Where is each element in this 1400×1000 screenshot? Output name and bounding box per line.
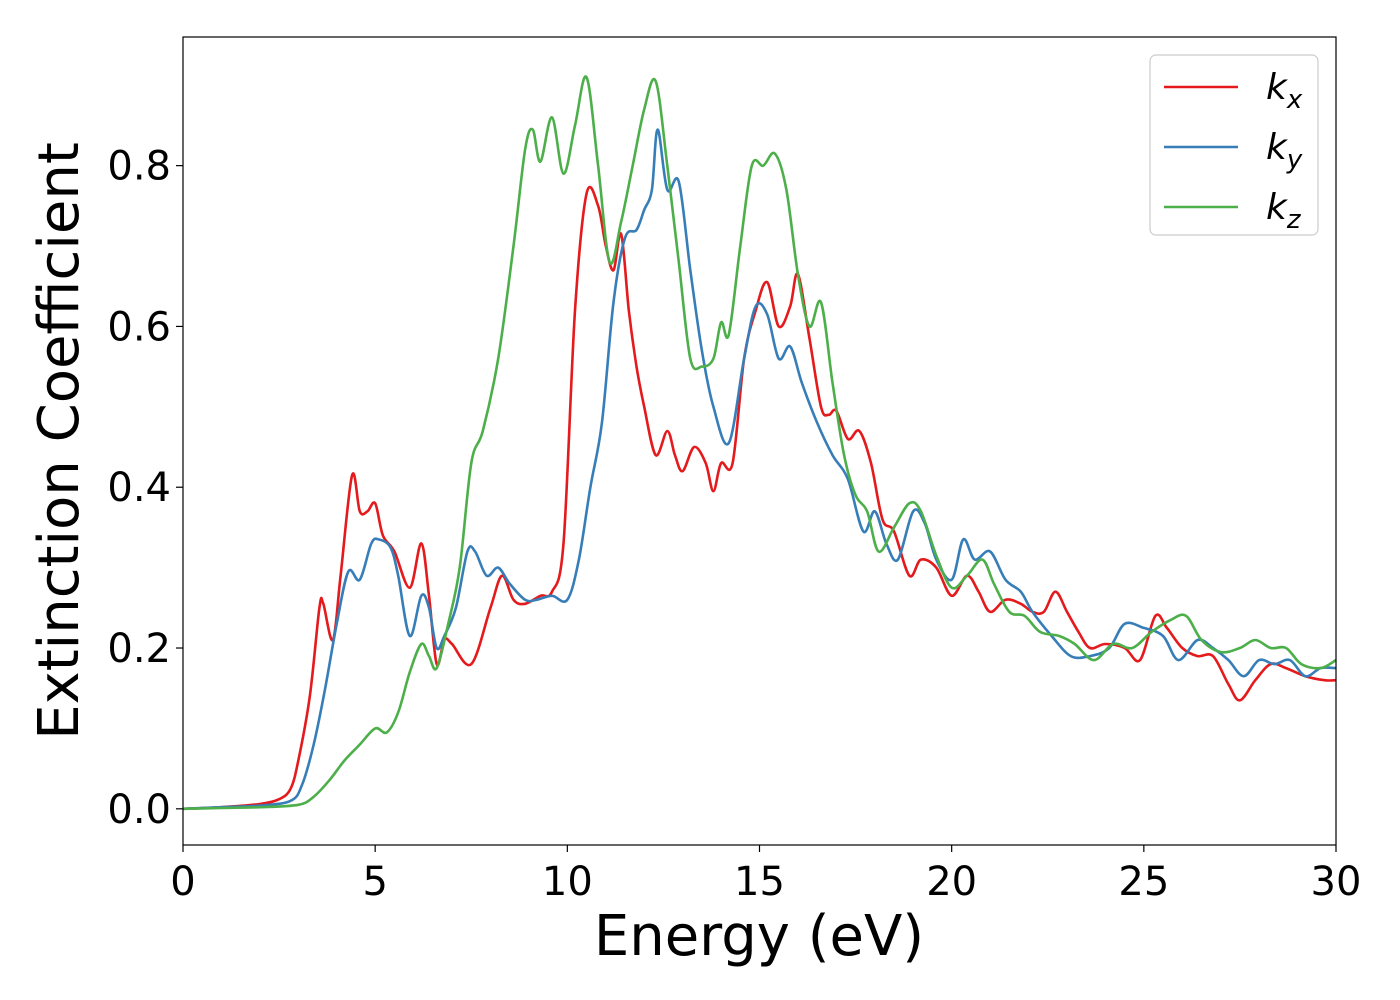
y-axis: 0.0 0.2 0.4 0.6 0.8 xyxy=(107,144,183,833)
x-tick-label: 20 xyxy=(926,859,977,905)
x-axis-title: Energy (eV) xyxy=(594,904,924,969)
x-axis: 0 5 10 15 20 25 30 xyxy=(170,845,1361,905)
y-axis-title: Extinction Coefficient xyxy=(27,142,92,740)
y-tick-label: 0.4 xyxy=(107,465,171,511)
y-tick-label: 0.0 xyxy=(107,787,171,833)
y-tick-label: 0.2 xyxy=(107,626,171,672)
series-layer xyxy=(183,75,1336,811)
series-line-kx xyxy=(183,185,1336,811)
x-tick-label: 25 xyxy=(1118,859,1169,905)
legend-box xyxy=(1149,54,1319,236)
y-tick-label: 0.6 xyxy=(107,304,171,350)
x-tick-label: 5 xyxy=(362,859,387,905)
x-tick-label: 0 xyxy=(170,859,195,905)
y-tick-label: 0.8 xyxy=(107,144,171,190)
legend-label-kz: kz xyxy=(1266,187,1302,235)
series-line-kz xyxy=(183,75,1336,811)
x-tick-label: 15 xyxy=(734,859,785,905)
legend-label-kx: kx xyxy=(1266,67,1303,115)
legend: kx ky kz xyxy=(1149,54,1319,236)
legend-label-ky: ky xyxy=(1266,127,1303,175)
x-tick-label: 10 xyxy=(542,859,593,905)
x-tick-label: 30 xyxy=(1311,859,1362,905)
